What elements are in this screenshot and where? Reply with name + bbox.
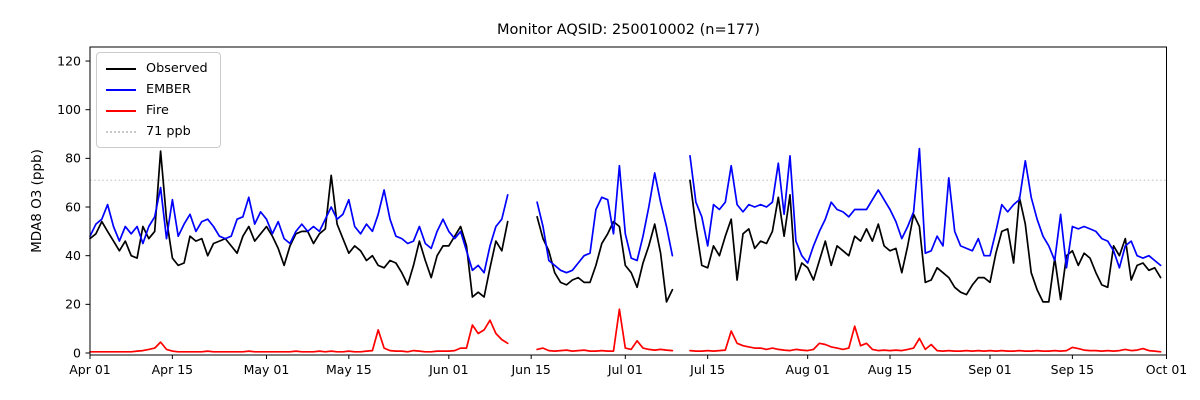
legend-label: Observed	[146, 61, 208, 76]
x-tick-label: Aug 15	[868, 362, 912, 377]
legend-label: EMBER	[146, 82, 191, 97]
legend-label: Fire	[146, 103, 169, 118]
y-tick-label: 60	[65, 199, 81, 214]
legend: Observed EMBER Fire 71 ppb	[96, 52, 221, 148]
legend-item: EMBER	[106, 81, 208, 98]
x-tick-label: Jul 15	[689, 362, 725, 377]
legend-line-sample	[106, 67, 136, 70]
y-tick-label: 80	[65, 151, 81, 166]
legend-item: 71 ppb	[106, 123, 208, 140]
y-axis-label: MDA8 O3 (ppb)	[29, 149, 45, 253]
legend-line-sample	[106, 88, 136, 91]
chart-title: Monitor AQSID: 250010002 (n=177)	[497, 22, 760, 38]
legend-item: Fire	[106, 102, 208, 119]
legend-line-sample	[106, 109, 136, 112]
series-line-observed	[89, 150, 1162, 303]
series-line-fire	[89, 308, 1162, 353]
y-tick-label: 20	[65, 297, 81, 312]
x-tick-label: Apr 15	[152, 362, 194, 377]
y-tick-label: 120	[57, 53, 81, 68]
plot-border	[89, 46, 1167, 356]
series-line-ember	[89, 147, 1162, 274]
y-tick-label: 40	[65, 248, 81, 263]
legend-label: 71 ppb	[146, 124, 191, 139]
x-tick-label: Jun 01	[428, 362, 468, 377]
x-tick-label: Apr 01	[69, 362, 111, 377]
x-tick-label: May 01	[244, 362, 290, 377]
x-tick-label: Sep 15	[1051, 362, 1094, 377]
x-tick-label: Jul 01	[607, 362, 643, 377]
x-tick-label: May 15	[326, 362, 372, 377]
x-tick-label: Jun 15	[510, 362, 550, 377]
legend-item: Observed	[106, 60, 208, 77]
x-tick-label: Sep 01	[968, 362, 1011, 377]
y-tick-label: 100	[57, 102, 81, 117]
x-tick-label: Oct 01	[1146, 362, 1188, 377]
y-tick-label: 0	[73, 345, 81, 360]
legend-line-sample	[106, 130, 136, 133]
x-tick-label: Aug 01	[786, 362, 830, 377]
